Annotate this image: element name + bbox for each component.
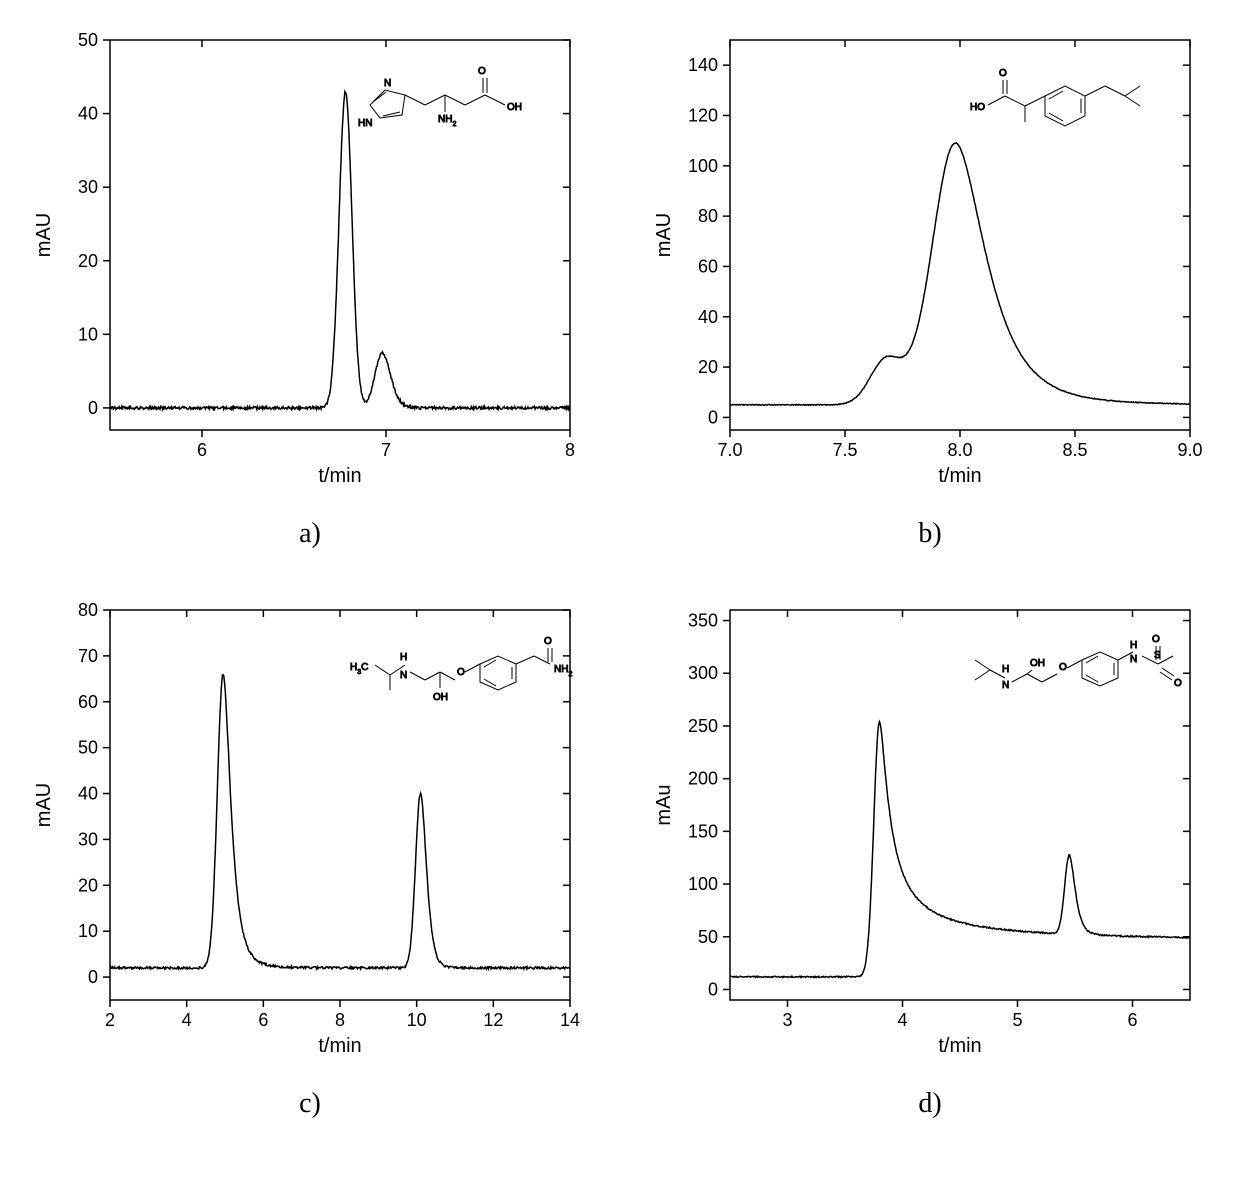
svg-text:50: 50 <box>78 30 98 50</box>
svg-text:O: O <box>544 636 552 647</box>
svg-text:20: 20 <box>78 251 98 271</box>
svg-text:60: 60 <box>698 256 718 276</box>
svg-text:80: 80 <box>698 206 718 226</box>
panel-d: 3456050100150200250300350t/minmAu H N OH… <box>640 590 1220 1120</box>
svg-text:60: 60 <box>78 692 98 712</box>
svg-text:120: 120 <box>688 105 718 125</box>
chart-d: 3456050100150200250300350t/minmAu H N OH… <box>650 590 1210 1070</box>
svg-text:0: 0 <box>708 979 718 999</box>
svg-text:N: N <box>1002 680 1009 691</box>
svg-text:N: N <box>400 670 407 681</box>
svg-text:t/min: t/min <box>318 1035 361 1057</box>
svg-text:6: 6 <box>1127 1010 1137 1030</box>
svg-text:70: 70 <box>78 646 98 666</box>
svg-text:50: 50 <box>698 927 718 947</box>
chart-c: 246810121401020304050607080t/minmAU H3C … <box>30 590 590 1070</box>
svg-text:7: 7 <box>381 440 391 460</box>
svg-text:HO: HO <box>970 102 985 113</box>
svg-text:40: 40 <box>78 104 98 124</box>
svg-text:20: 20 <box>698 357 718 377</box>
svg-text:350: 350 <box>688 611 718 631</box>
svg-text:6: 6 <box>197 440 207 460</box>
svg-text:H: H <box>1002 664 1009 675</box>
svg-text:200: 200 <box>688 769 718 789</box>
svg-text:0: 0 <box>88 398 98 418</box>
svg-text:10: 10 <box>407 1010 427 1030</box>
svg-text:OH: OH <box>1030 658 1045 669</box>
svg-text:H: H <box>1130 640 1137 651</box>
svg-text:2: 2 <box>105 1010 115 1030</box>
svg-text:3: 3 <box>782 1010 792 1030</box>
svg-text:8.5: 8.5 <box>1062 440 1087 460</box>
chart-a: 67801020304050t/minmAU HN N NH2 O OH <box>30 20 590 500</box>
svg-text:N: N <box>384 78 391 89</box>
panel-d-label: d) <box>918 1088 941 1120</box>
svg-text:O: O <box>457 667 465 678</box>
chromatogram-grid: 67801020304050t/minmAU HN N NH2 O OH a) … <box>20 20 1220 1120</box>
svg-text:10: 10 <box>78 324 98 344</box>
svg-text:mAu: mAu <box>653 784 675 825</box>
svg-text:80: 80 <box>78 600 98 620</box>
svg-text:12: 12 <box>483 1010 503 1030</box>
svg-text:50: 50 <box>78 738 98 758</box>
panel-c: 246810121401020304050607080t/minmAU H3C … <box>20 590 600 1120</box>
svg-text:8: 8 <box>565 440 575 460</box>
panel-a-label: a) <box>299 518 321 550</box>
svg-text:14: 14 <box>560 1010 580 1030</box>
panel-a: 67801020304050t/minmAU HN N NH2 O OH a) <box>20 20 600 550</box>
svg-text:O: O <box>1059 662 1067 673</box>
svg-text:8: 8 <box>335 1010 345 1030</box>
svg-text:20: 20 <box>78 875 98 895</box>
svg-text:O: O <box>478 66 486 77</box>
svg-text:4: 4 <box>897 1010 907 1030</box>
svg-text:0: 0 <box>708 407 718 427</box>
svg-text:8.0: 8.0 <box>947 440 972 460</box>
panel-b: 7.0 7.5 8.0 8.5 9.0 0 20 40 60 80 100 120 140 t/min mA… <box>640 20 1220 550</box>
svg-text:7.5: 7.5 <box>832 440 857 460</box>
svg-text:10: 10 <box>78 921 98 941</box>
svg-text:40: 40 <box>698 307 718 327</box>
svg-text:30: 30 <box>78 829 98 849</box>
svg-text:0: 0 <box>88 967 98 987</box>
svg-text:300: 300 <box>688 663 718 683</box>
svg-text:t/min: t/min <box>318 465 361 487</box>
svg-text:100: 100 <box>688 874 718 894</box>
svg-text:O: O <box>1174 678 1182 689</box>
svg-text:OH: OH <box>507 102 522 113</box>
svg-text:H: H <box>400 652 407 663</box>
svg-text:30: 30 <box>78 177 98 197</box>
panel-b-label: b) <box>918 518 941 550</box>
svg-text:6: 6 <box>258 1010 268 1030</box>
panel-c-label: c) <box>299 1088 321 1120</box>
svg-text:250: 250 <box>688 716 718 736</box>
svg-text:mAU: mAU <box>653 213 675 257</box>
svg-text:O: O <box>1152 634 1160 645</box>
svg-text:mAU: mAU <box>33 783 55 827</box>
svg-text:4: 4 <box>182 1010 192 1030</box>
svg-text:9.0: 9.0 <box>1177 440 1202 460</box>
svg-text:150: 150 <box>688 821 718 841</box>
svg-text:O: O <box>999 68 1007 79</box>
svg-text:100: 100 <box>688 156 718 176</box>
svg-text:mAU: mAU <box>33 213 55 257</box>
svg-text:t/min: t/min <box>938 465 981 487</box>
svg-text:OH: OH <box>433 692 448 703</box>
svg-text:N: N <box>1130 654 1137 665</box>
svg-text:40: 40 <box>78 784 98 804</box>
chart-b: 7.0 7.5 8.0 8.5 9.0 0 20 40 60 80 100 120 140 t/min mA… <box>650 20 1210 500</box>
svg-text:5: 5 <box>1012 1010 1022 1030</box>
svg-text:7.0: 7.0 <box>717 440 742 460</box>
svg-text:t/min: t/min <box>938 1035 981 1057</box>
svg-text:HN: HN <box>358 118 372 129</box>
svg-text:140: 140 <box>688 55 718 75</box>
